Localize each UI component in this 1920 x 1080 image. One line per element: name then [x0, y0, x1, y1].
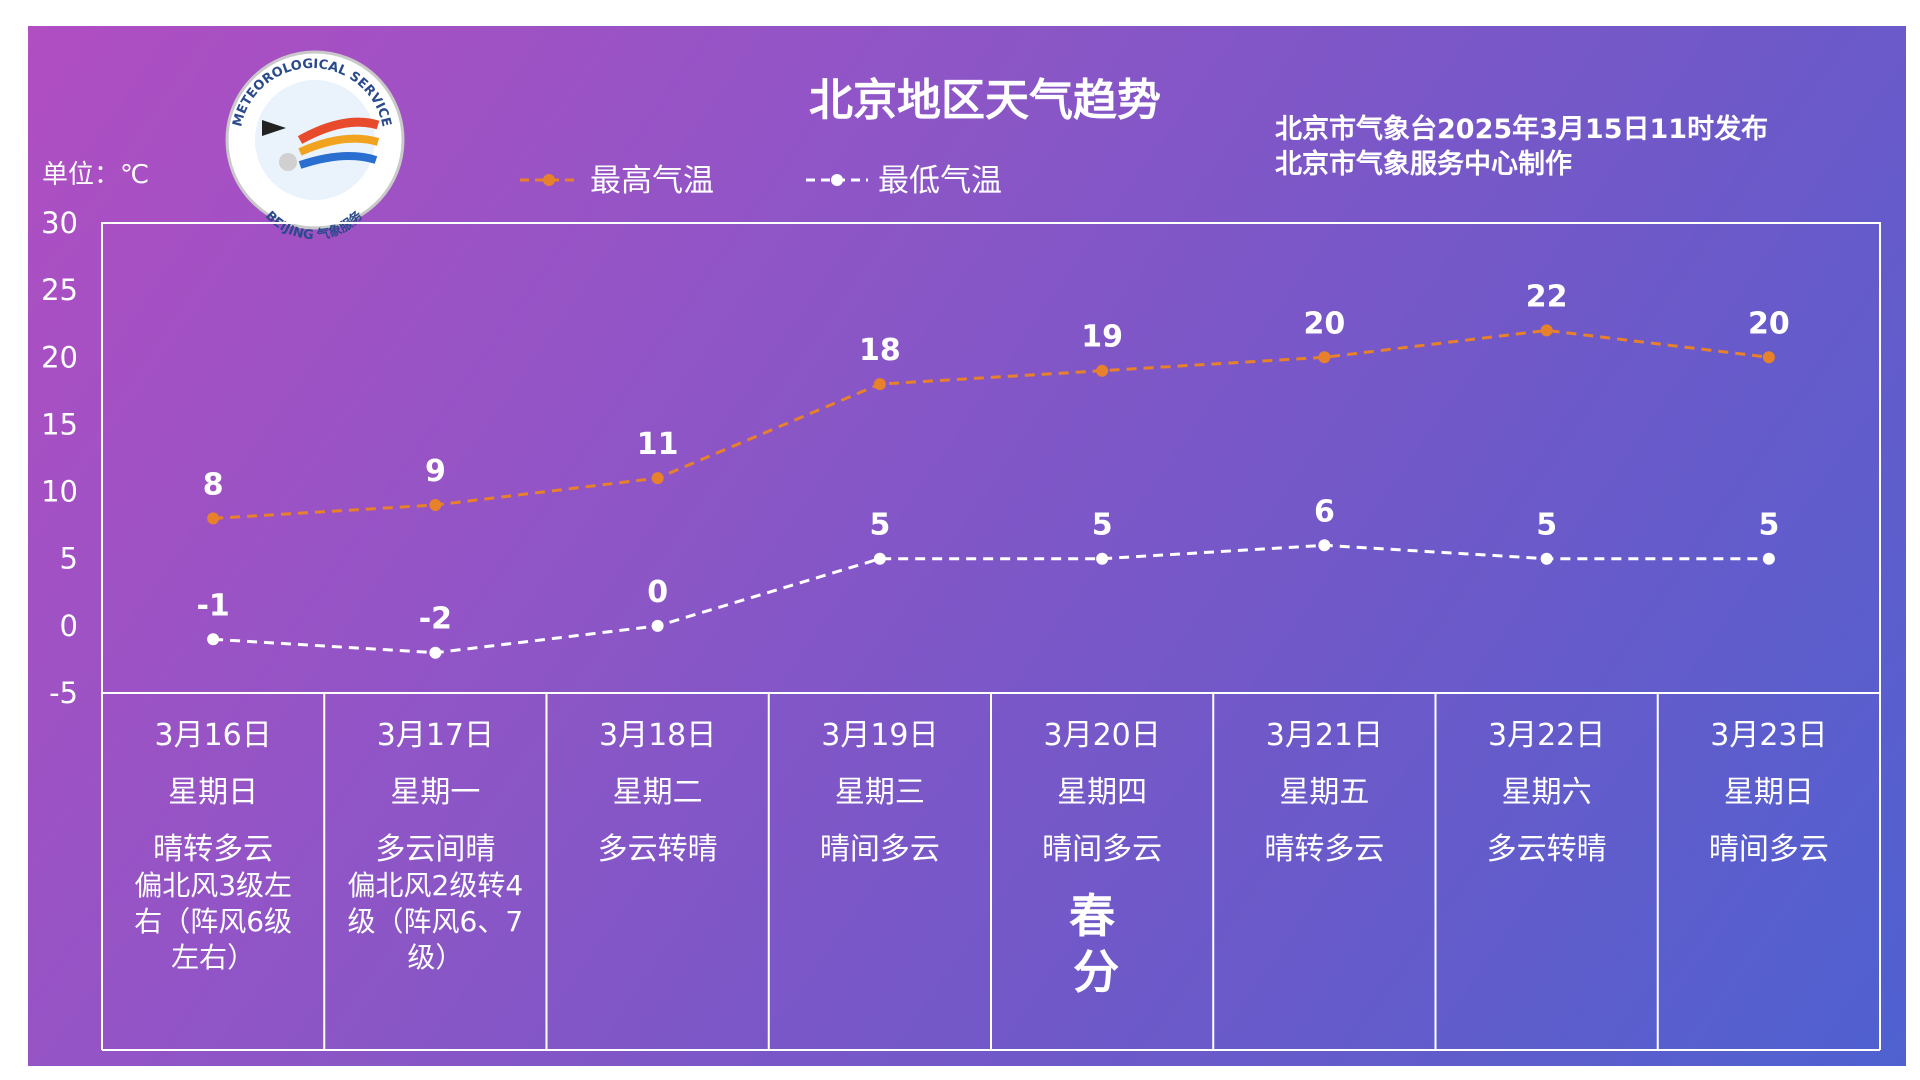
y-tick-label-4: 10 — [41, 475, 78, 509]
high-point — [207, 512, 220, 525]
day-weekday: 星期日 — [1724, 775, 1814, 810]
high-value-label: 18 — [859, 333, 901, 368]
low-point — [429, 646, 442, 659]
low-value-label: 5 — [1536, 508, 1557, 543]
day-date: 3月18日 — [599, 718, 716, 753]
legend-low-label: 最低气温 — [878, 163, 1002, 199]
low-point — [207, 633, 220, 646]
logo-emblem: METEOROLOGICAL SERVICE BEIJING 气象服务 — [225, 50, 405, 243]
high-point — [651, 472, 664, 485]
legend-high-label: 最高气温 — [590, 163, 714, 199]
publisher-line-1: 北京市气象台2025年3月15日11时发布 — [1275, 113, 1768, 145]
day-wind-line: 偏北风3级左 — [134, 869, 292, 902]
day-weather: 多云间晴 — [375, 832, 495, 867]
day-weather: 晴间多云 — [820, 832, 940, 867]
low-point — [1762, 552, 1775, 565]
low-value-label: 5 — [869, 508, 890, 543]
day-weekday: 星期一 — [390, 775, 480, 810]
data-labels: 8 9 11 18 19 20 22 20 -1 -2 0 5 5 6 5 5 — [196, 279, 1789, 636]
day-weekday: 星期六 — [1502, 775, 1592, 810]
low-value-label: -1 — [196, 588, 229, 623]
day-wind-line: 级（阵风6、7 — [348, 905, 524, 938]
y-tick-label-0: 30 — [41, 206, 78, 240]
low-value-label: 5 — [1758, 508, 1779, 543]
high-point — [1762, 351, 1775, 364]
y-tick-label-6: 0 — [60, 609, 78, 643]
day-date: 3月22日 — [1488, 718, 1605, 753]
high-point — [1540, 324, 1553, 337]
high-point — [1318, 351, 1331, 364]
low-point — [651, 619, 664, 632]
y-tick-label-1: 25 — [41, 273, 78, 307]
y-axis: 30 25 20 15 10 5 0 -5 — [41, 206, 78, 710]
solar-term-char: 春 — [1069, 889, 1115, 943]
legend: 最高气温 最低气温 — [520, 163, 1002, 199]
low-value-label: 0 — [647, 575, 668, 610]
high-value-label: 9 — [425, 454, 446, 489]
day-weekday: 星期日 — [168, 775, 258, 810]
series-lines — [207, 324, 1775, 659]
day-wind-line: 级） — [407, 941, 463, 974]
high-value-label: 20 — [1748, 306, 1790, 341]
y-tick-label-2: 20 — [41, 340, 78, 374]
day-weekday: 星期五 — [1279, 775, 1369, 810]
legend-high-marker — [543, 174, 555, 186]
low-value-label: -2 — [419, 602, 452, 637]
unit-label: 单位：℃ — [42, 160, 149, 190]
y-tick-label-7: -5 — [49, 676, 78, 710]
day-weekday: 星期三 — [835, 775, 925, 810]
day-weather: 多云转晴 — [598, 832, 718, 867]
series-line-low — [213, 543, 1769, 655]
high-value-label: 20 — [1304, 306, 1346, 341]
day-weather: 晴间多云 — [1709, 832, 1829, 867]
day-weather: 晴转多云 — [153, 832, 273, 867]
day-date: 3月17日 — [377, 718, 494, 753]
high-value-label: 11 — [637, 427, 679, 462]
low-value-label: 5 — [1092, 508, 1113, 543]
day-wind-line: 偏北风2级转4 — [348, 869, 524, 902]
low-point — [873, 552, 886, 565]
day-date: 3月19日 — [821, 718, 938, 753]
day-wind-line: 左右） — [171, 941, 255, 974]
high-point — [873, 378, 886, 391]
day-weather: 晴间多云 — [1042, 832, 1162, 867]
publisher-line-2: 北京市气象服务中心制作 — [1275, 148, 1572, 180]
day-date: 3月16日 — [154, 718, 271, 753]
plot-border — [101, 222, 1881, 694]
low-value-label: 6 — [1314, 494, 1335, 529]
day-date: 3月20日 — [1043, 718, 1160, 753]
series-line-high — [213, 328, 1770, 520]
legend-low-marker — [831, 174, 843, 186]
low-point — [1096, 552, 1109, 565]
day-cells: 3月16日星期日晴转多云偏北风3级左右（阵风6级左右）3月17日星期一多云间晴偏… — [134, 718, 1829, 999]
low-point — [1318, 539, 1331, 552]
y-tick-label-5: 5 — [60, 542, 78, 576]
solar-term-char: 分 — [1073, 945, 1119, 999]
day-date: 3月21日 — [1266, 718, 1383, 753]
day-weekday: 星期二 — [613, 775, 703, 810]
page-title: 北京地区天气趋势 — [809, 75, 1161, 126]
low-point — [1540, 552, 1553, 565]
high-point — [1096, 364, 1109, 377]
high-point — [429, 499, 442, 511]
high-value-label: 8 — [203, 467, 224, 502]
day-date: 3月23日 — [1710, 718, 1827, 753]
day-weekday: 星期四 — [1057, 775, 1147, 810]
high-value-label: 19 — [1081, 320, 1123, 355]
day-weather: 晴转多云 — [1264, 832, 1384, 867]
day-weather: 多云转晴 — [1487, 832, 1607, 867]
high-value-label: 22 — [1526, 279, 1568, 314]
chart-frame — [101, 222, 1881, 1051]
y-tick-label-3: 15 — [41, 407, 78, 441]
day-wind-line: 右（阵风6级 — [134, 905, 292, 938]
